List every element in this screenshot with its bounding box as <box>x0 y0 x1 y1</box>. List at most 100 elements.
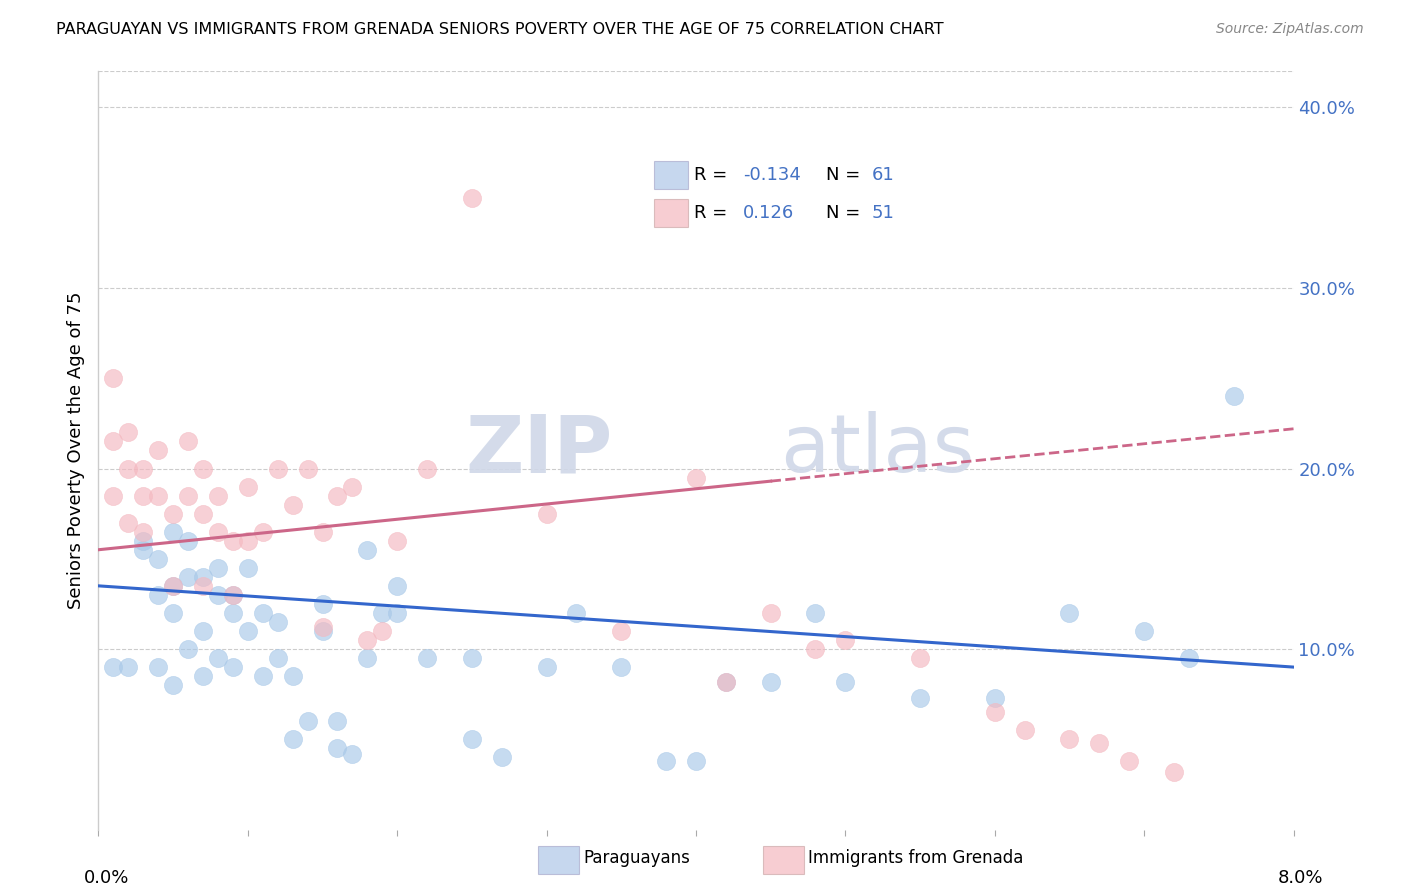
Text: R =: R = <box>695 166 727 184</box>
Point <box>191 570 214 584</box>
Point <box>804 606 827 620</box>
Point <box>117 461 139 475</box>
Point <box>148 489 170 503</box>
Point <box>326 489 349 503</box>
Point <box>1014 723 1036 738</box>
Point <box>236 624 259 638</box>
Point <box>191 461 214 475</box>
Point <box>162 606 184 620</box>
Text: N =: N = <box>825 166 860 184</box>
Point <box>132 524 155 539</box>
Point <box>162 507 184 521</box>
Point <box>132 489 155 503</box>
Point <box>834 674 856 689</box>
Point <box>117 425 139 440</box>
Text: 0.126: 0.126 <box>742 204 794 222</box>
Point <box>177 642 200 657</box>
Point <box>461 651 484 665</box>
Point <box>281 732 304 747</box>
Text: PARAGUAYAN VS IMMIGRANTS FROM GRENADA SENIORS POVERTY OVER THE AGE OF 75 CORRELA: PARAGUAYAN VS IMMIGRANTS FROM GRENADA SE… <box>56 22 943 37</box>
Point <box>834 633 856 648</box>
Point <box>759 606 782 620</box>
Point <box>371 624 394 638</box>
Point <box>222 533 245 548</box>
Point <box>342 479 364 493</box>
Point <box>267 651 290 665</box>
Point <box>385 606 409 620</box>
Point <box>685 754 707 768</box>
Y-axis label: Seniors Poverty Over the Age of 75: Seniors Poverty Over the Age of 75 <box>66 292 84 609</box>
Point <box>267 615 290 629</box>
Point <box>148 660 170 674</box>
Point <box>356 542 378 557</box>
Point <box>222 606 245 620</box>
Point <box>177 489 200 503</box>
Point <box>908 690 931 705</box>
Point <box>1223 389 1246 403</box>
Point <box>207 588 229 602</box>
Point <box>371 606 394 620</box>
Point <box>714 674 737 689</box>
Point <box>222 588 245 602</box>
Point <box>177 533 200 548</box>
Text: -0.134: -0.134 <box>742 166 800 184</box>
Text: atlas: atlas <box>779 411 974 490</box>
Point <box>177 434 200 449</box>
Point <box>1163 764 1185 779</box>
Point <box>342 747 364 761</box>
Point <box>191 579 214 593</box>
Point <box>207 489 229 503</box>
Point <box>610 624 633 638</box>
Point <box>252 524 274 539</box>
Point <box>132 533 155 548</box>
Point <box>207 651 229 665</box>
Text: Immigrants from Grenada: Immigrants from Grenada <box>808 849 1024 867</box>
FancyBboxPatch shape <box>654 199 689 227</box>
Text: 0.0%: 0.0% <box>83 870 129 888</box>
Point <box>297 461 319 475</box>
Point <box>148 551 170 566</box>
Point <box>1133 624 1156 638</box>
Point <box>117 660 139 674</box>
Point <box>565 606 588 620</box>
Point <box>252 669 274 683</box>
Text: 51: 51 <box>872 204 894 222</box>
Point <box>685 470 707 484</box>
Point <box>908 651 931 665</box>
Point <box>356 651 378 665</box>
Point <box>236 533 259 548</box>
Point <box>311 624 333 638</box>
Point <box>162 579 184 593</box>
Text: 61: 61 <box>872 166 894 184</box>
Point <box>326 714 349 729</box>
Point <box>1178 651 1201 665</box>
Point <box>281 669 304 683</box>
Point <box>191 624 214 638</box>
Point <box>655 754 678 768</box>
Point <box>984 690 1007 705</box>
Point <box>252 606 274 620</box>
Point <box>222 660 245 674</box>
Point <box>103 434 125 449</box>
Point <box>132 461 155 475</box>
Point <box>207 561 229 575</box>
Text: 8.0%: 8.0% <box>1278 870 1323 888</box>
Point <box>117 516 139 530</box>
Text: R =: R = <box>695 204 727 222</box>
Point <box>311 620 333 634</box>
Point <box>714 674 737 689</box>
Point <box>491 750 513 764</box>
Text: Source: ZipAtlas.com: Source: ZipAtlas.com <box>1216 22 1364 37</box>
Point <box>356 633 378 648</box>
Point <box>461 732 484 747</box>
Point <box>1059 606 1081 620</box>
Point <box>132 542 155 557</box>
Point <box>385 579 409 593</box>
FancyBboxPatch shape <box>654 161 689 189</box>
Point <box>984 705 1007 719</box>
Point <box>416 651 439 665</box>
Point <box>385 533 409 548</box>
Text: Paraguayans: Paraguayans <box>583 849 690 867</box>
Point <box>148 443 170 458</box>
Point <box>267 461 290 475</box>
